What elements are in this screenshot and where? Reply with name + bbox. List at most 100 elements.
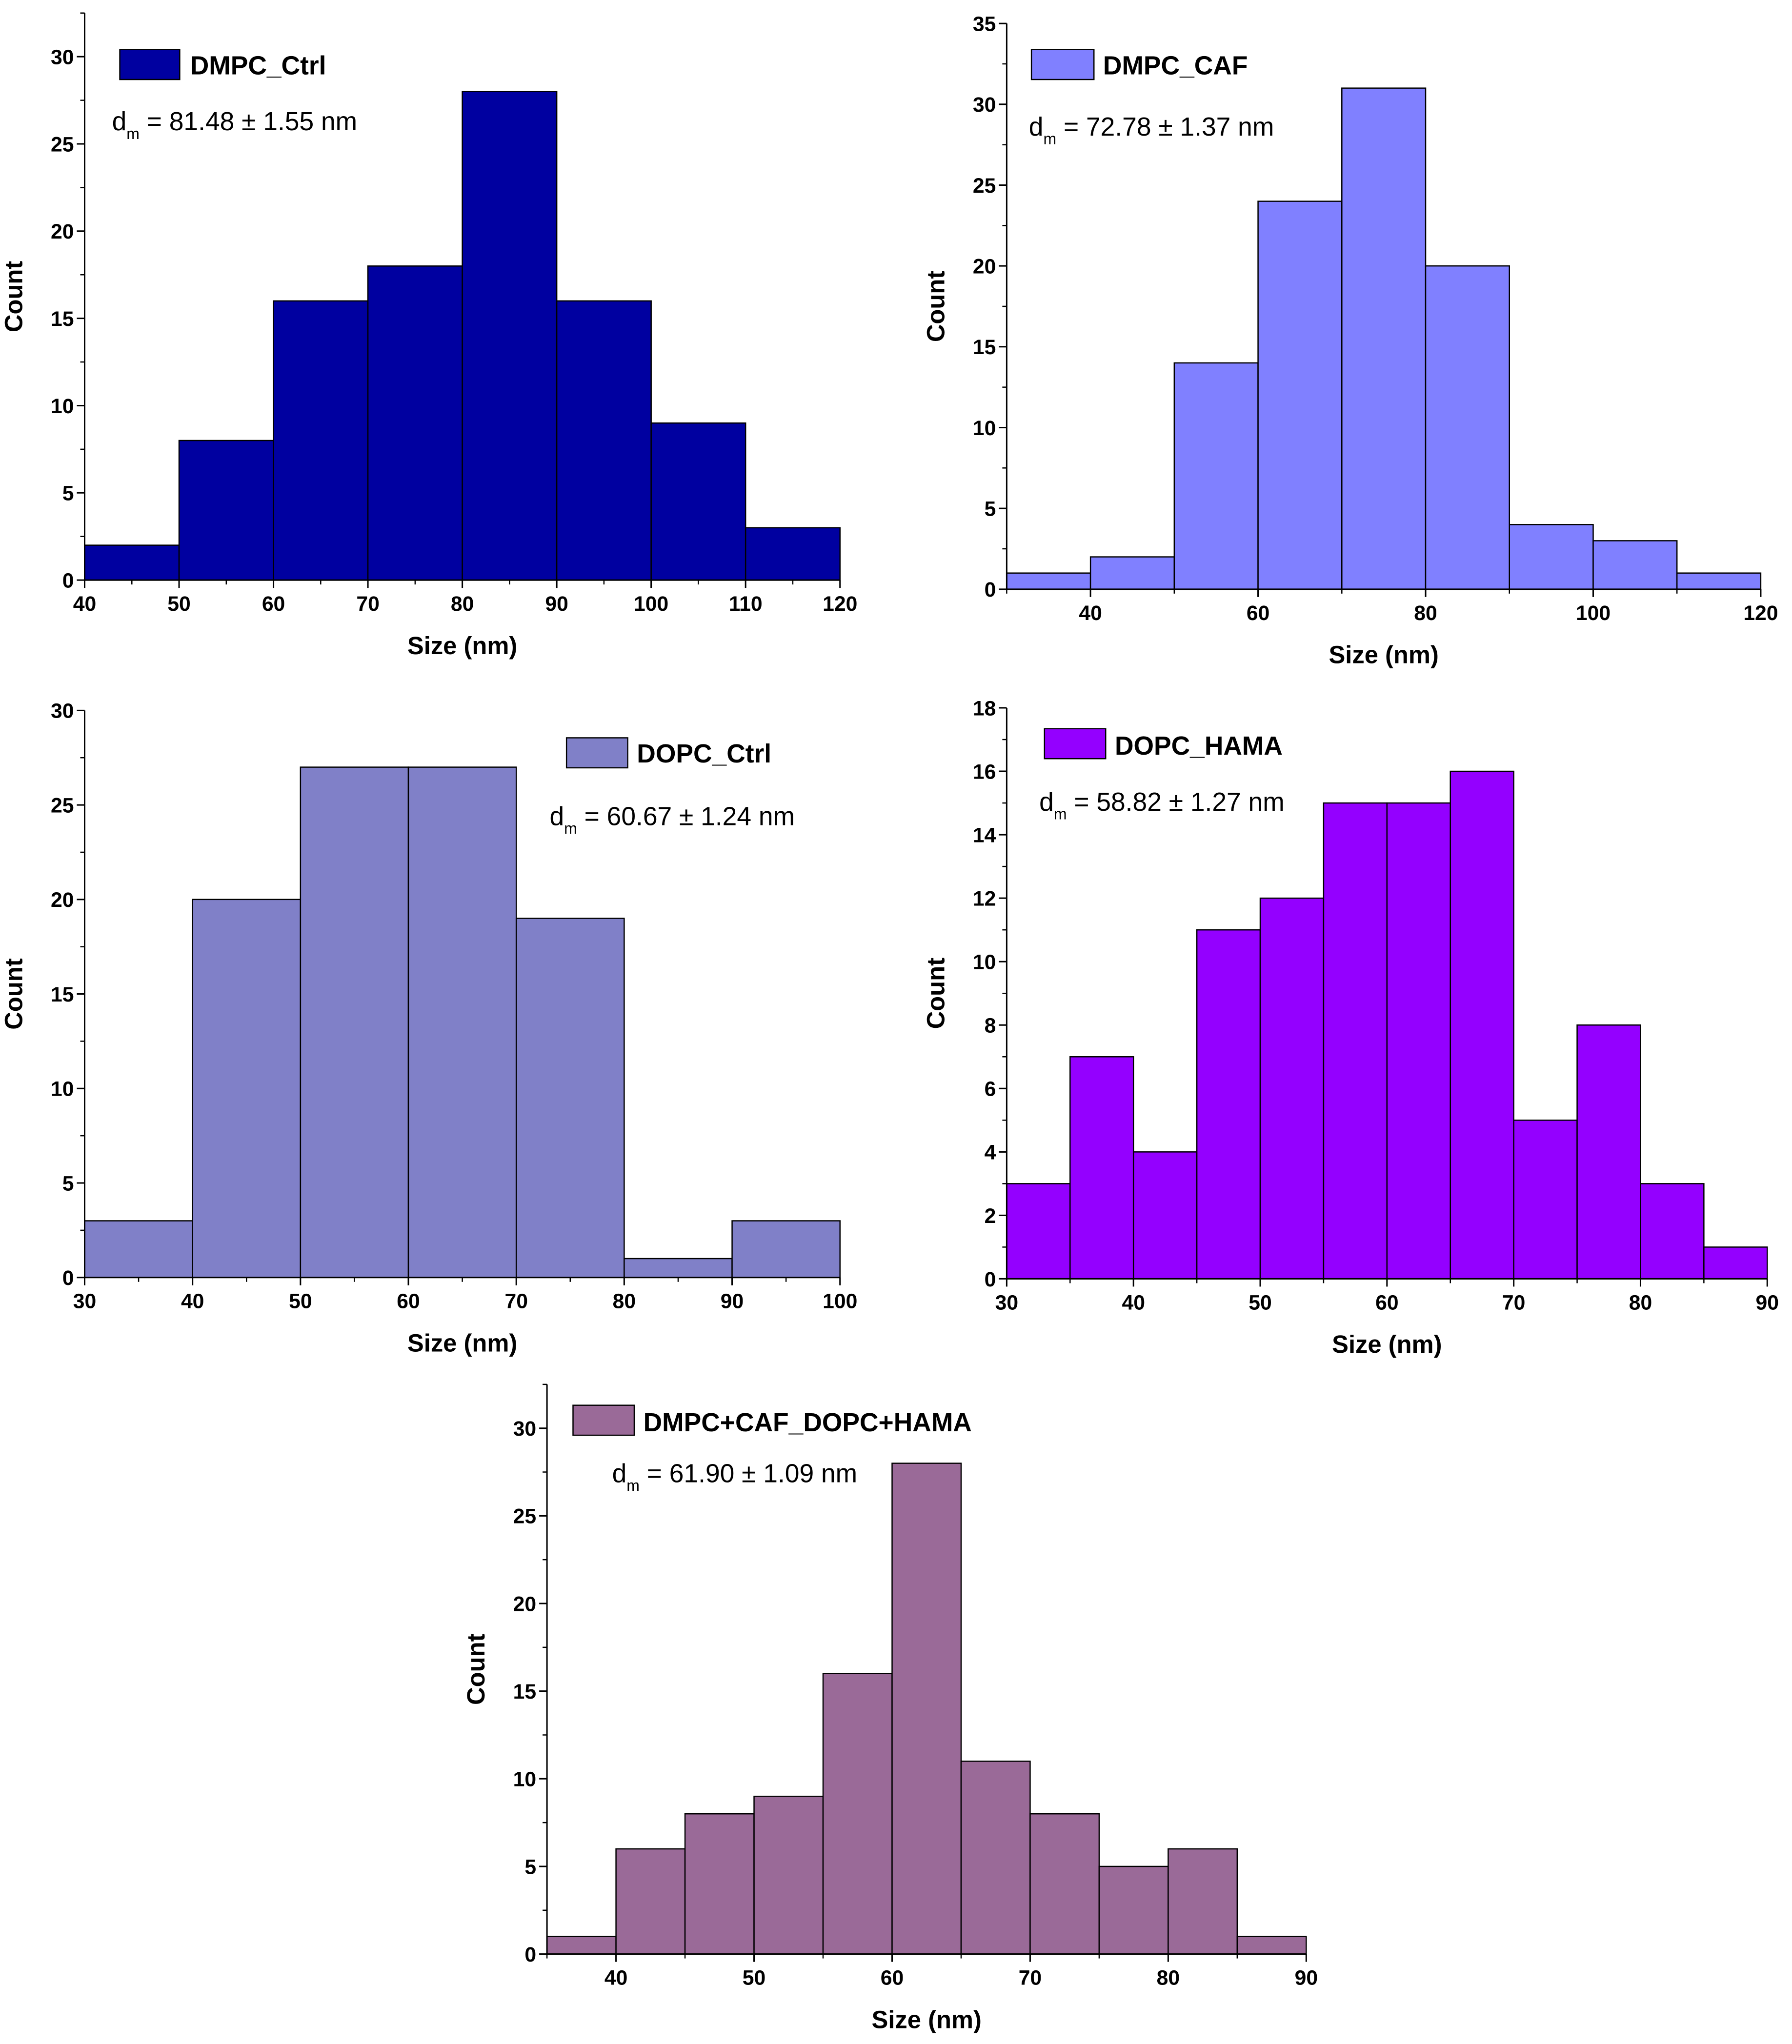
histogram-bar: [1425, 265, 1510, 590]
y-tick-label: 2: [985, 1204, 996, 1228]
x-tick-label: 80: [1629, 1291, 1652, 1314]
histogram-bar: [84, 544, 180, 581]
histogram-bars: [1006, 770, 1768, 1280]
y-tick-label: 0: [985, 578, 996, 601]
x-tick-label: 100: [1576, 601, 1611, 625]
x-tick-label: 50: [743, 1966, 765, 1990]
legend-swatch: [1044, 728, 1107, 760]
y-tick-label: 0: [524, 1943, 536, 1966]
legend-label: DOPC_HAMA: [1115, 732, 1283, 761]
histogram-bar: [960, 1761, 1031, 1955]
x-tick-label: 90: [545, 592, 568, 616]
legend: DOPC_Ctrl: [565, 737, 771, 768]
histogram-bar: [273, 300, 369, 581]
x-tick-label: 40: [73, 592, 96, 616]
legend: DMPC_CAF: [1030, 49, 1248, 80]
x-tick-label: 80: [1414, 601, 1437, 625]
x-tick-label: 30: [73, 1290, 96, 1313]
histogram-bar: [1576, 1024, 1641, 1280]
y-tick-label: 30: [973, 93, 996, 117]
x-tick-label: 60: [881, 1966, 904, 1990]
histogram-bars: [1006, 87, 1762, 590]
legend: DMPC+CAF_DOPC+HAMA: [572, 1404, 972, 1437]
histogram-bar: [1513, 1120, 1578, 1280]
y-tick-label: 5: [62, 1172, 74, 1195]
y-tick-label: 30: [51, 700, 74, 723]
y-tick-label: 10: [513, 1768, 536, 1791]
histogram-bar: [822, 1673, 893, 1955]
x-tick-label: 80: [613, 1290, 636, 1313]
x-tick-label: 90: [1295, 1966, 1318, 1990]
x-tick-label: 50: [289, 1290, 312, 1313]
x-tick-label: 120: [823, 592, 857, 616]
histogram-panel-2: 0 5 10 15 20 25 30 35 40 60 80 100 120 Size (nm) Count…: [922, 12, 1778, 668]
x-axis-label: Size (nm): [407, 632, 517, 660]
histogram-bar: [546, 1936, 617, 1955]
legend-label: DMPC_CAF: [1103, 51, 1248, 80]
y-tick-label: 14: [973, 823, 996, 847]
x-axis-label: Size (nm): [1332, 1330, 1442, 1358]
y-tick-label: 4: [985, 1141, 996, 1164]
legend: DMPC_Ctrl: [119, 49, 326, 80]
histogram-bar: [1386, 802, 1451, 1280]
histogram-bar: [192, 899, 302, 1278]
x-tick-label: 110: [729, 592, 763, 616]
y-tick-label: 0: [62, 569, 74, 593]
legend-label: DMPC+CAF_DOPC+HAMA: [644, 1408, 972, 1437]
y-tick-label: 10: [973, 951, 996, 974]
x-tick-label: 70: [356, 592, 379, 616]
histogram-bar: [1676, 572, 1762, 590]
x-tick-label: 60: [262, 592, 285, 616]
y-tick-label: 0: [62, 1266, 74, 1290]
y-tick-label: 35: [973, 12, 996, 36]
histogram-bar: [1703, 1246, 1768, 1280]
mean-diameter-annotation: dm = 72.78 ± 1.37 nm: [1029, 113, 1274, 148]
y-tick-label: 12: [973, 887, 996, 911]
histogram-bar: [1196, 929, 1261, 1280]
x-tick-label: 30: [995, 1291, 1018, 1314]
histogram-bars: [84, 91, 841, 581]
y-tick-label: 20: [51, 888, 74, 912]
legend-swatch: [119, 49, 181, 80]
x-tick-label: 90: [1756, 1291, 1779, 1314]
histogram-bar: [367, 265, 463, 581]
y-tick-label: 15: [973, 336, 996, 359]
legend-swatch: [1030, 49, 1095, 80]
x-tick-label: 100: [823, 1290, 857, 1313]
y-axis-label: Count: [922, 271, 949, 342]
histogram-bar: [1098, 1865, 1169, 1955]
histogram-panel-4: 0 2 4 6 8 10 12 14 16 18 30 40 50 60 70 80 90 Size (nm) Co…: [922, 697, 1779, 1358]
legend-swatch: [572, 1404, 635, 1436]
y-tick-label: 0: [985, 1268, 996, 1291]
x-tick-label: 70: [504, 1290, 527, 1313]
histogram-bar: [1089, 556, 1175, 590]
histogram-bar: [1259, 897, 1325, 1280]
y-tick-label: 5: [524, 1855, 536, 1879]
x-tick-label: 40: [181, 1290, 204, 1313]
histogram-bar: [1592, 540, 1678, 590]
x-tick-label: 70: [1502, 1291, 1525, 1314]
histogram-panel-3: 0 5 10 15 20 25 30 30 40 50 60 70 80 90 100 Size (nm) Co…: [0, 700, 857, 1357]
histogram-bar: [556, 300, 652, 581]
histogram-bar: [1257, 200, 1343, 590]
y-axis-label: Count: [462, 1633, 490, 1705]
histogram-bar: [1509, 524, 1594, 590]
y-tick-label: 20: [51, 220, 74, 243]
mean-diameter-annotation: dm = 60.67 ± 1.24 nm: [549, 802, 795, 837]
histogram-bar: [731, 1220, 841, 1278]
mean-diameter-annotation: dm = 61.90 ± 1.09 nm: [612, 1459, 858, 1494]
x-tick-label: 40: [1122, 1291, 1145, 1314]
y-tick-label: 15: [51, 983, 74, 1006]
y-tick-label: 10: [973, 417, 996, 440]
x-axis-label: Size (nm): [1329, 641, 1438, 669]
histogram-bar: [515, 918, 625, 1278]
y-tick-label: 30: [513, 1417, 536, 1441]
histogram-bar: [1173, 362, 1259, 590]
y-tick-label: 25: [513, 1505, 536, 1528]
x-tick-label: 90: [721, 1290, 744, 1313]
x-tick-label: 60: [1247, 601, 1269, 625]
y-tick-label: 6: [985, 1078, 996, 1101]
x-axis-label: Size (nm): [872, 2005, 982, 2033]
y-tick-label: 25: [51, 133, 74, 156]
